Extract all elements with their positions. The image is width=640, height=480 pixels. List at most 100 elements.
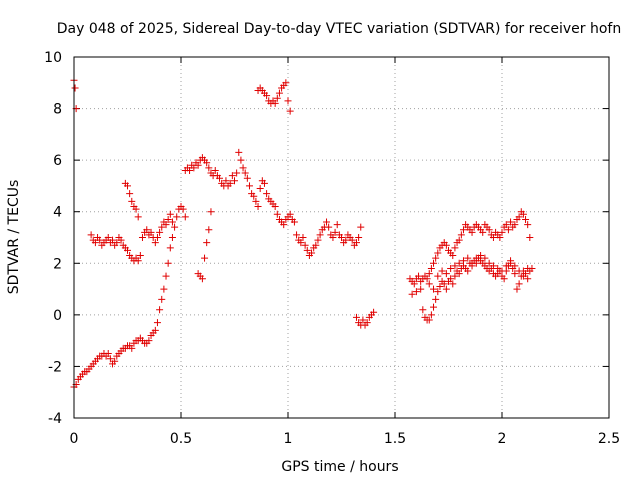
data-point: [158, 295, 166, 303]
data-point: [113, 239, 121, 247]
plot-frame: [73, 56, 610, 419]
data-point: [451, 262, 459, 270]
data-point: [329, 234, 337, 241]
data-point: [434, 272, 442, 280]
data-point: [370, 308, 378, 316]
data-point: [153, 319, 161, 327]
data-point: [233, 169, 241, 177]
axis-ticks: 0 0.5 1 1.5 2 2.5 -4 -2 0 2 4 6 8 10: [44, 50, 620, 447]
data-point: [263, 92, 271, 100]
data-point: [124, 246, 131, 254]
data-point: [203, 239, 211, 247]
data-point: [301, 241, 309, 249]
data-point: [286, 210, 294, 218]
data-point: [449, 252, 457, 260]
data-point: [303, 246, 311, 254]
data-point: [457, 231, 465, 239]
data-point: [186, 166, 194, 174]
data-point: [156, 228, 164, 236]
data-point: [410, 280, 418, 288]
data-point: [481, 254, 489, 262]
data-point: [412, 288, 420, 296]
data-point: [250, 192, 258, 200]
data-point: [524, 221, 532, 229]
data-point: [280, 221, 288, 229]
x-tick-label: 0: [70, 431, 79, 447]
data-point: [515, 280, 523, 288]
data-point: [352, 239, 360, 247]
y-tick-label: 8: [53, 102, 62, 118]
data-point: [425, 316, 433, 324]
y-tick-label: 0: [53, 308, 62, 324]
data-point: [282, 79, 290, 87]
x-tick-label: 2: [498, 431, 507, 447]
data-point: [363, 319, 371, 327]
data-point: [504, 226, 512, 234]
data-point: [156, 306, 164, 314]
data-point: [109, 236, 117, 244]
data-point: [151, 239, 159, 247]
data-point: [222, 177, 230, 185]
data-point: [162, 221, 170, 229]
data-point: [91, 239, 99, 247]
data-point: [181, 213, 189, 221]
data-point: [432, 295, 440, 303]
data-point: [201, 254, 209, 262]
data-point: [237, 156, 245, 164]
data-point: [425, 280, 433, 288]
x-tick-label: 2.5: [598, 431, 620, 447]
data-point: [299, 234, 307, 241]
data-point: [241, 169, 249, 177]
data-point: [425, 270, 433, 278]
data-point: [198, 275, 206, 283]
data-point: [173, 213, 181, 221]
data-point: [168, 218, 176, 226]
data-point: [231, 177, 238, 185]
y-tick-label: 2: [53, 256, 62, 272]
data-point: [323, 218, 331, 226]
data-point: [162, 272, 170, 280]
y-tick-label: 10: [44, 50, 62, 66]
data-point: [440, 280, 448, 288]
data-point: [459, 257, 467, 265]
data-point: [179, 205, 187, 213]
data-point: [352, 313, 360, 321]
data-point: [442, 241, 450, 249]
y-tick-label: -4: [48, 411, 62, 427]
data-point: [515, 213, 523, 221]
data-point: [147, 228, 155, 236]
data-point: [338, 234, 345, 241]
data-point: [498, 267, 506, 275]
data-point: [271, 203, 279, 211]
data-point: [312, 241, 320, 249]
data-point: [254, 203, 262, 211]
x-axis-title: GPS time / hours: [281, 459, 398, 475]
data-point: [489, 262, 497, 270]
data-point: [275, 89, 283, 97]
data-point: [284, 97, 292, 105]
data-point: [355, 234, 363, 241]
data-point: [171, 223, 179, 231]
data-point: [207, 208, 215, 216]
y-tick-label: -2: [48, 359, 62, 375]
data-point: [96, 236, 104, 244]
data-point: [316, 231, 324, 239]
data-point: [104, 350, 112, 358]
data-point: [151, 326, 159, 334]
data-point: [126, 190, 134, 198]
data-point: [502, 221, 510, 229]
data-point: [455, 259, 463, 267]
data-point: [290, 218, 298, 226]
data-point: [273, 210, 281, 218]
data-point: [464, 254, 472, 262]
data-point: [498, 228, 506, 236]
data-point: [502, 262, 510, 270]
data-point: [513, 285, 521, 293]
data-point: [511, 221, 519, 229]
data-point: [357, 223, 365, 231]
data-point: [438, 267, 446, 275]
data-point: [442, 285, 450, 293]
data-point: [333, 221, 341, 229]
data-point: [511, 270, 519, 278]
